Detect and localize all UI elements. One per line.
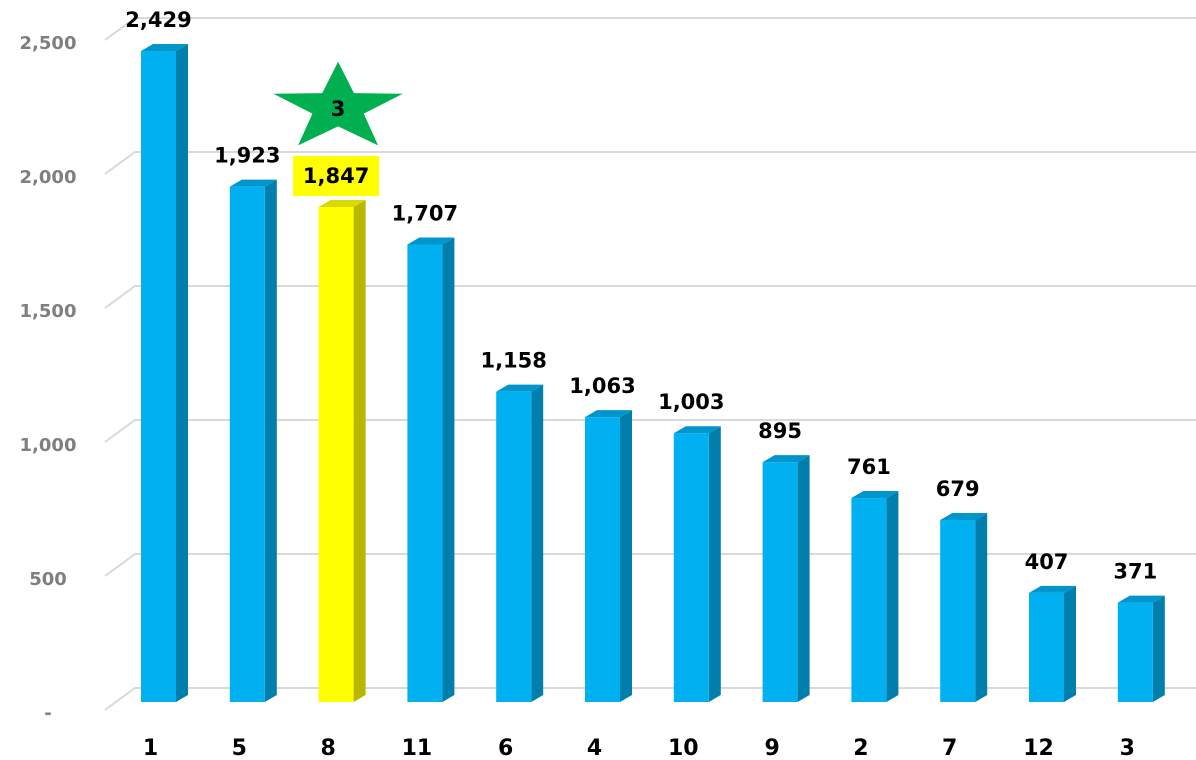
bar-side: [176, 44, 188, 702]
bar-top: [1117, 595, 1165, 603]
x-tick-label: 12: [1023, 736, 1054, 760]
x-tick-label: 5: [232, 736, 247, 760]
x-tick-label: 1: [143, 736, 158, 760]
value-label: 679: [936, 477, 980, 501]
value-label: 371: [1113, 560, 1157, 584]
value-label: 1,847: [303, 164, 369, 188]
y-tick-label: 2,500: [20, 33, 77, 54]
grid-line: [104, 687, 1196, 711]
bar-side: [1064, 585, 1076, 702]
grid-line: [104, 151, 1196, 175]
grid-line: [104, 553, 1196, 577]
bar-top: [496, 384, 544, 392]
x-tick-label: 6: [498, 736, 513, 760]
x-tick-label: 10: [668, 736, 699, 760]
x-tick-label: 3: [1120, 736, 1135, 760]
bar-side: [708, 426, 721, 702]
x-tick-label: 11: [402, 736, 433, 760]
bar-top: [762, 455, 810, 463]
value-label: 761: [847, 455, 891, 479]
bar-side: [353, 200, 366, 702]
value-label: 1,003: [658, 390, 724, 414]
annotation: 3: [331, 97, 346, 121]
y-tick-label: -: [44, 703, 51, 724]
value-label: 1,063: [569, 374, 635, 398]
bar-side: [975, 513, 988, 702]
value-label: 895: [758, 419, 802, 443]
bar-top: [1029, 585, 1076, 593]
bar-side: [886, 491, 899, 702]
bar-top: [407, 237, 455, 245]
x-tick-label: 9: [764, 736, 779, 760]
bar: [673, 433, 709, 702]
bar-side: [620, 410, 632, 702]
bar: [141, 51, 176, 702]
y-tick-label: 500: [29, 569, 67, 590]
bar-side: [531, 384, 544, 702]
y-tick-label: 2,000: [20, 167, 77, 188]
grid-line: [104, 419, 1196, 443]
star: [273, 61, 403, 146]
value-label: 407: [1025, 550, 1069, 574]
value-label: 2,429: [125, 8, 191, 32]
bar-top: [318, 200, 366, 208]
bar: [318, 207, 354, 702]
bar: [407, 244, 443, 703]
y-tick-label: 1,500: [20, 301, 77, 322]
value-label: 1,158: [480, 349, 546, 373]
bar-top: [940, 513, 988, 521]
x-tick-label: 4: [587, 736, 602, 760]
x-tick-label: 2: [853, 736, 868, 760]
bar: [762, 462, 798, 702]
bar-top: [229, 179, 277, 187]
bar-top: [585, 410, 632, 418]
bar-top: [851, 491, 899, 499]
bar-top: [141, 44, 188, 52]
bar: [1117, 602, 1153, 702]
bar: [229, 186, 265, 703]
bar: [940, 520, 976, 702]
bar-side: [797, 455, 810, 702]
bar: [585, 417, 620, 702]
value-label-box: [293, 156, 380, 197]
bar-side: [264, 179, 277, 703]
bar-side: [1152, 595, 1165, 702]
bar: [1029, 592, 1064, 702]
bar: [496, 391, 532, 702]
bar-side: [442, 237, 455, 703]
x-tick-label: 8: [320, 736, 335, 760]
x-tick-label: 7: [942, 736, 957, 760]
bar-top: [673, 426, 721, 434]
y-tick-label: 1,000: [20, 435, 77, 456]
value-label: 1,923: [214, 144, 280, 168]
grid-line: [104, 285, 1196, 309]
grid-line: [104, 17, 1196, 41]
value-label: 1,707: [392, 202, 458, 226]
bar: [851, 498, 887, 702]
